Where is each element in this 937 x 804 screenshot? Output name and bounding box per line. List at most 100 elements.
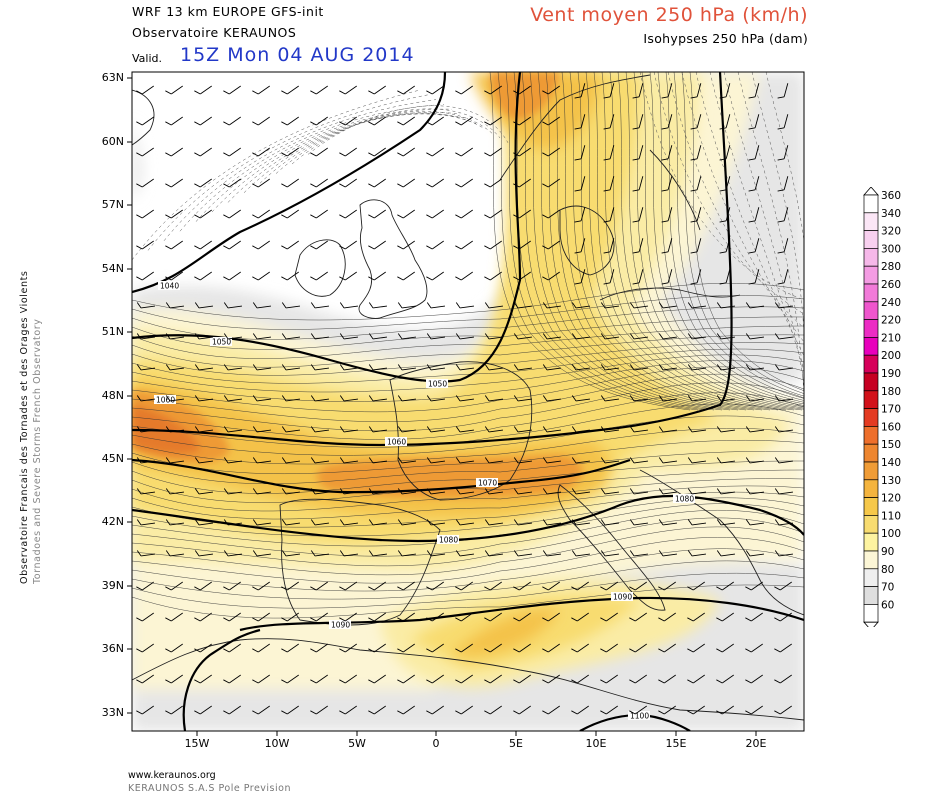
wind-barb [571, 519, 590, 526]
wind-barb [455, 612, 473, 622]
wind-barb [310, 302, 329, 309]
wind-barb [426, 240, 444, 250]
coast-greece-balkans [639, 469, 804, 616]
wind-barb [513, 519, 532, 526]
wind-barb [600, 705, 618, 715]
thin-contour [132, 572, 804, 609]
wind-barb [745, 333, 764, 340]
legend-value: 160 [881, 421, 901, 433]
wind-barb [484, 178, 502, 188]
wind-barb [455, 643, 473, 653]
wind-barb [658, 643, 676, 653]
thin-contour [497, 72, 699, 411]
wind-barb [339, 302, 358, 309]
wind-barb [571, 302, 590, 309]
wind-barb [716, 364, 735, 371]
dashed-streamline [695, 72, 804, 357]
wind-barb [777, 83, 789, 99]
wind-barb [661, 269, 673, 285]
wind-barb [223, 550, 242, 557]
wind-barb [513, 302, 532, 309]
wind-barb [194, 209, 212, 219]
wind-barb [223, 302, 242, 309]
wind-barb [223, 519, 242, 526]
wind-barb [629, 581, 647, 591]
thin-contour [132, 382, 804, 432]
wind-barb [600, 364, 619, 371]
wind-barb [165, 395, 184, 402]
thin-contour [132, 560, 804, 600]
wind-barb [484, 333, 503, 340]
wind-barb [574, 207, 586, 223]
wind-barb [716, 674, 734, 684]
wind-barb [426, 519, 445, 526]
wind-barb [600, 302, 619, 309]
wind-barb [397, 209, 415, 219]
wind-barb [339, 457, 358, 464]
legend-swatch [863, 283, 879, 303]
wind-barb [687, 395, 706, 402]
thin-contour [633, 72, 804, 406]
wind-barb [774, 705, 792, 715]
legend-value: 80 [881, 564, 894, 576]
isohypse-label: 1090 [331, 621, 350, 630]
wind-barb [513, 116, 531, 126]
wind-barb [719, 269, 731, 285]
wind-barb [719, 145, 731, 161]
coast-baltic [599, 287, 741, 301]
wind-barb [252, 271, 270, 281]
wind-barb [281, 116, 299, 126]
wind-barb [455, 395, 474, 402]
wind-barb [426, 85, 444, 95]
thin-contour [132, 526, 804, 576]
wind-barb [455, 209, 473, 219]
legend-value: 320 [881, 226, 901, 238]
wind-barb [632, 145, 644, 161]
shade-yellow [132, 72, 720, 670]
wind-barb [719, 176, 731, 192]
wind-barb [397, 457, 416, 464]
wind-barb [716, 457, 735, 464]
wind-barb [310, 333, 329, 340]
wind-barb [719, 207, 731, 223]
wind-barb [223, 395, 242, 402]
isohypse-1080 [132, 494, 804, 543]
wind-barb [223, 209, 241, 219]
wind-barb [281, 426, 300, 433]
wind-barb [368, 488, 387, 495]
thin-contour [593, 72, 795, 411]
wind-barb [658, 674, 676, 684]
wind-barb [136, 271, 154, 281]
wind-barb [745, 612, 763, 622]
legend-swatch [863, 586, 879, 605]
wind-barb [603, 145, 615, 161]
wind-barb [629, 519, 648, 526]
thin-contour [132, 451, 804, 484]
legend-swatch [863, 604, 879, 623]
wind-barb [629, 488, 648, 495]
wind-barb [136, 488, 155, 495]
thin-contour [132, 403, 804, 448]
wind-barb [484, 364, 503, 371]
wind-barb [397, 302, 416, 309]
wind-barb [223, 457, 242, 464]
wind-barb [165, 674, 183, 684]
wind-barb [658, 333, 677, 340]
legend-swatch [863, 443, 879, 463]
wind-barb [542, 302, 561, 309]
thin-contour [132, 325, 804, 359]
thin-contour [132, 348, 804, 384]
side-credit: Observatoire Francais des Tornades et de… [19, 271, 43, 585]
wind-barb [661, 238, 673, 254]
legend-value: 170 [881, 404, 901, 416]
wind-barb [542, 271, 560, 281]
wind-barb [165, 271, 183, 281]
wind-barb [223, 85, 241, 95]
wind-barb [397, 488, 416, 495]
coast-ireland [294, 239, 346, 297]
wind-barb [339, 85, 357, 95]
thin-contour [132, 460, 804, 494]
wind-barb [745, 581, 763, 591]
wind-barb [600, 457, 619, 464]
isohypse-label: 1080 [439, 536, 458, 545]
